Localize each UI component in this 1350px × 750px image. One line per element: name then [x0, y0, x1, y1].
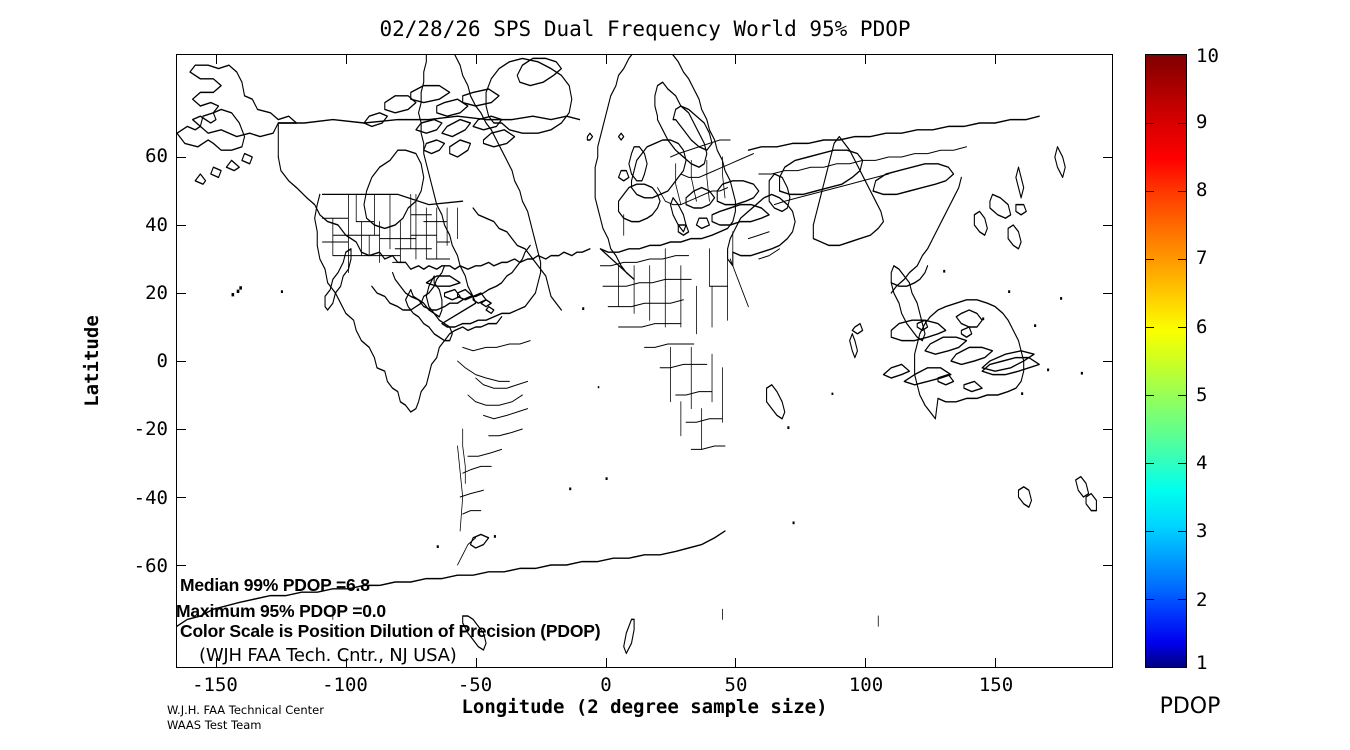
y-tick-right — [1103, 293, 1112, 294]
annotation-median: Median 99% PDOP =6.8 — [180, 575, 370, 595]
colorbar-tick — [1178, 395, 1186, 397]
x-tick-top — [735, 55, 737, 64]
y-tick-label: -40 — [133, 487, 168, 509]
world-map-svg — [177, 55, 1097, 655]
colorbar-tick — [1146, 599, 1154, 600]
y-tick-left — [177, 496, 186, 498]
colorbar-tick — [1178, 599, 1186, 600]
x-tick-bottom — [865, 658, 867, 667]
colorbar-tick-label: 5 — [1196, 384, 1208, 406]
colorbar-tick-label: 2 — [1196, 589, 1208, 611]
x-tick-top — [995, 55, 997, 64]
y-axis-title: Latitude — [81, 315, 103, 407]
y-tick-label: 20 — [145, 282, 168, 304]
y-tick-left — [177, 293, 186, 294]
colorbar-tick — [1146, 190, 1154, 192]
y-tick-left — [177, 157, 186, 159]
x-tick-bottom — [995, 658, 997, 667]
colorbar-tick — [1146, 463, 1154, 465]
x-tick-top — [475, 55, 477, 64]
x-tick-label: 100 — [848, 674, 884, 696]
colorbar-tick-label: 3 — [1196, 520, 1208, 542]
footer-line-2: WAAS Test Team — [167, 718, 262, 732]
y-tick-right — [1103, 225, 1112, 226]
colorbar-tick-label: 7 — [1196, 247, 1208, 269]
colorbar-tick-label: 9 — [1196, 111, 1208, 133]
colorbar-tick — [1178, 531, 1186, 532]
colorbar-tick — [1178, 190, 1186, 192]
footer-line-1: W.J.H. FAA Technical Center — [167, 703, 324, 717]
colorbar-tick-label: 6 — [1196, 316, 1208, 338]
annotation-source: (WJH FAA Tech. Cntr., NJ USA) — [199, 645, 457, 666]
x-tick-label: 150 — [978, 674, 1014, 696]
x-tick-bottom — [345, 658, 347, 667]
y-tick-left — [177, 225, 186, 226]
colorbar-tick-label: 1 — [1196, 652, 1208, 674]
x-tick-bottom — [215, 658, 217, 667]
map-plot-area — [176, 54, 1113, 668]
x-tick-bottom — [605, 658, 607, 667]
y-tick-right — [1103, 564, 1112, 566]
y-tick-label: 40 — [145, 214, 168, 236]
y-tick-right — [1103, 496, 1112, 498]
y-tick-left — [177, 564, 186, 566]
colorbar-tick-label: 10 — [1196, 45, 1219, 67]
colorbar-tick — [1178, 258, 1186, 260]
colorbar-tick-label: 4 — [1196, 452, 1208, 474]
colorbar — [1145, 54, 1187, 668]
x-tick-top — [215, 55, 217, 64]
colorbar-tick — [1146, 122, 1154, 124]
y-tick-left — [177, 428, 186, 430]
colorbar-tick — [1146, 326, 1154, 328]
annotation-maximum: Maximum 95% PDOP =0.0 — [176, 601, 386, 621]
y-tick-label: 0 — [156, 350, 168, 372]
colorbar-tick — [1178, 463, 1186, 465]
colorbar-gradient — [1146, 55, 1186, 667]
x-tick-top — [865, 55, 867, 64]
x-tick-label: 50 — [724, 674, 748, 696]
y-tick-label: 60 — [145, 145, 168, 167]
y-tick-right — [1103, 361, 1112, 362]
colorbar-tick — [1178, 326, 1186, 328]
x-tick-label: -50 — [457, 674, 493, 696]
page-title: 02/28/26 SPS Dual Frequency World 95% PD… — [379, 17, 911, 41]
colorbar-tick — [1178, 122, 1186, 124]
x-tick-label: 0 — [600, 674, 612, 696]
colorbar-tick — [1146, 258, 1154, 260]
y-tick-label: -20 — [133, 418, 168, 440]
x-tick-top — [345, 55, 347, 64]
colorbar-tick — [1146, 395, 1154, 397]
colorbar-tick — [1146, 531, 1154, 532]
x-tick-top — [605, 55, 607, 64]
colorbar-tick-label: 8 — [1196, 179, 1208, 201]
x-tick-bottom — [475, 658, 477, 667]
y-tick-left — [177, 361, 186, 362]
x-tick-bottom — [735, 658, 737, 667]
y-tick-right — [1103, 157, 1112, 159]
colorbar-title: PDOP — [1159, 694, 1221, 719]
x-tick-label: -150 — [192, 674, 238, 696]
x-tick-label: -100 — [322, 674, 368, 696]
y-tick-label: -60 — [133, 555, 168, 577]
y-tick-right — [1103, 428, 1112, 430]
x-axis-title: Longitude (2 degree sample size) — [461, 696, 828, 718]
annotation-scale-note: Color Scale is Position Dilution of Prec… — [180, 621, 601, 641]
footer-credit: W.J.H. FAA Technical Center WAAS Test Te… — [167, 703, 324, 733]
